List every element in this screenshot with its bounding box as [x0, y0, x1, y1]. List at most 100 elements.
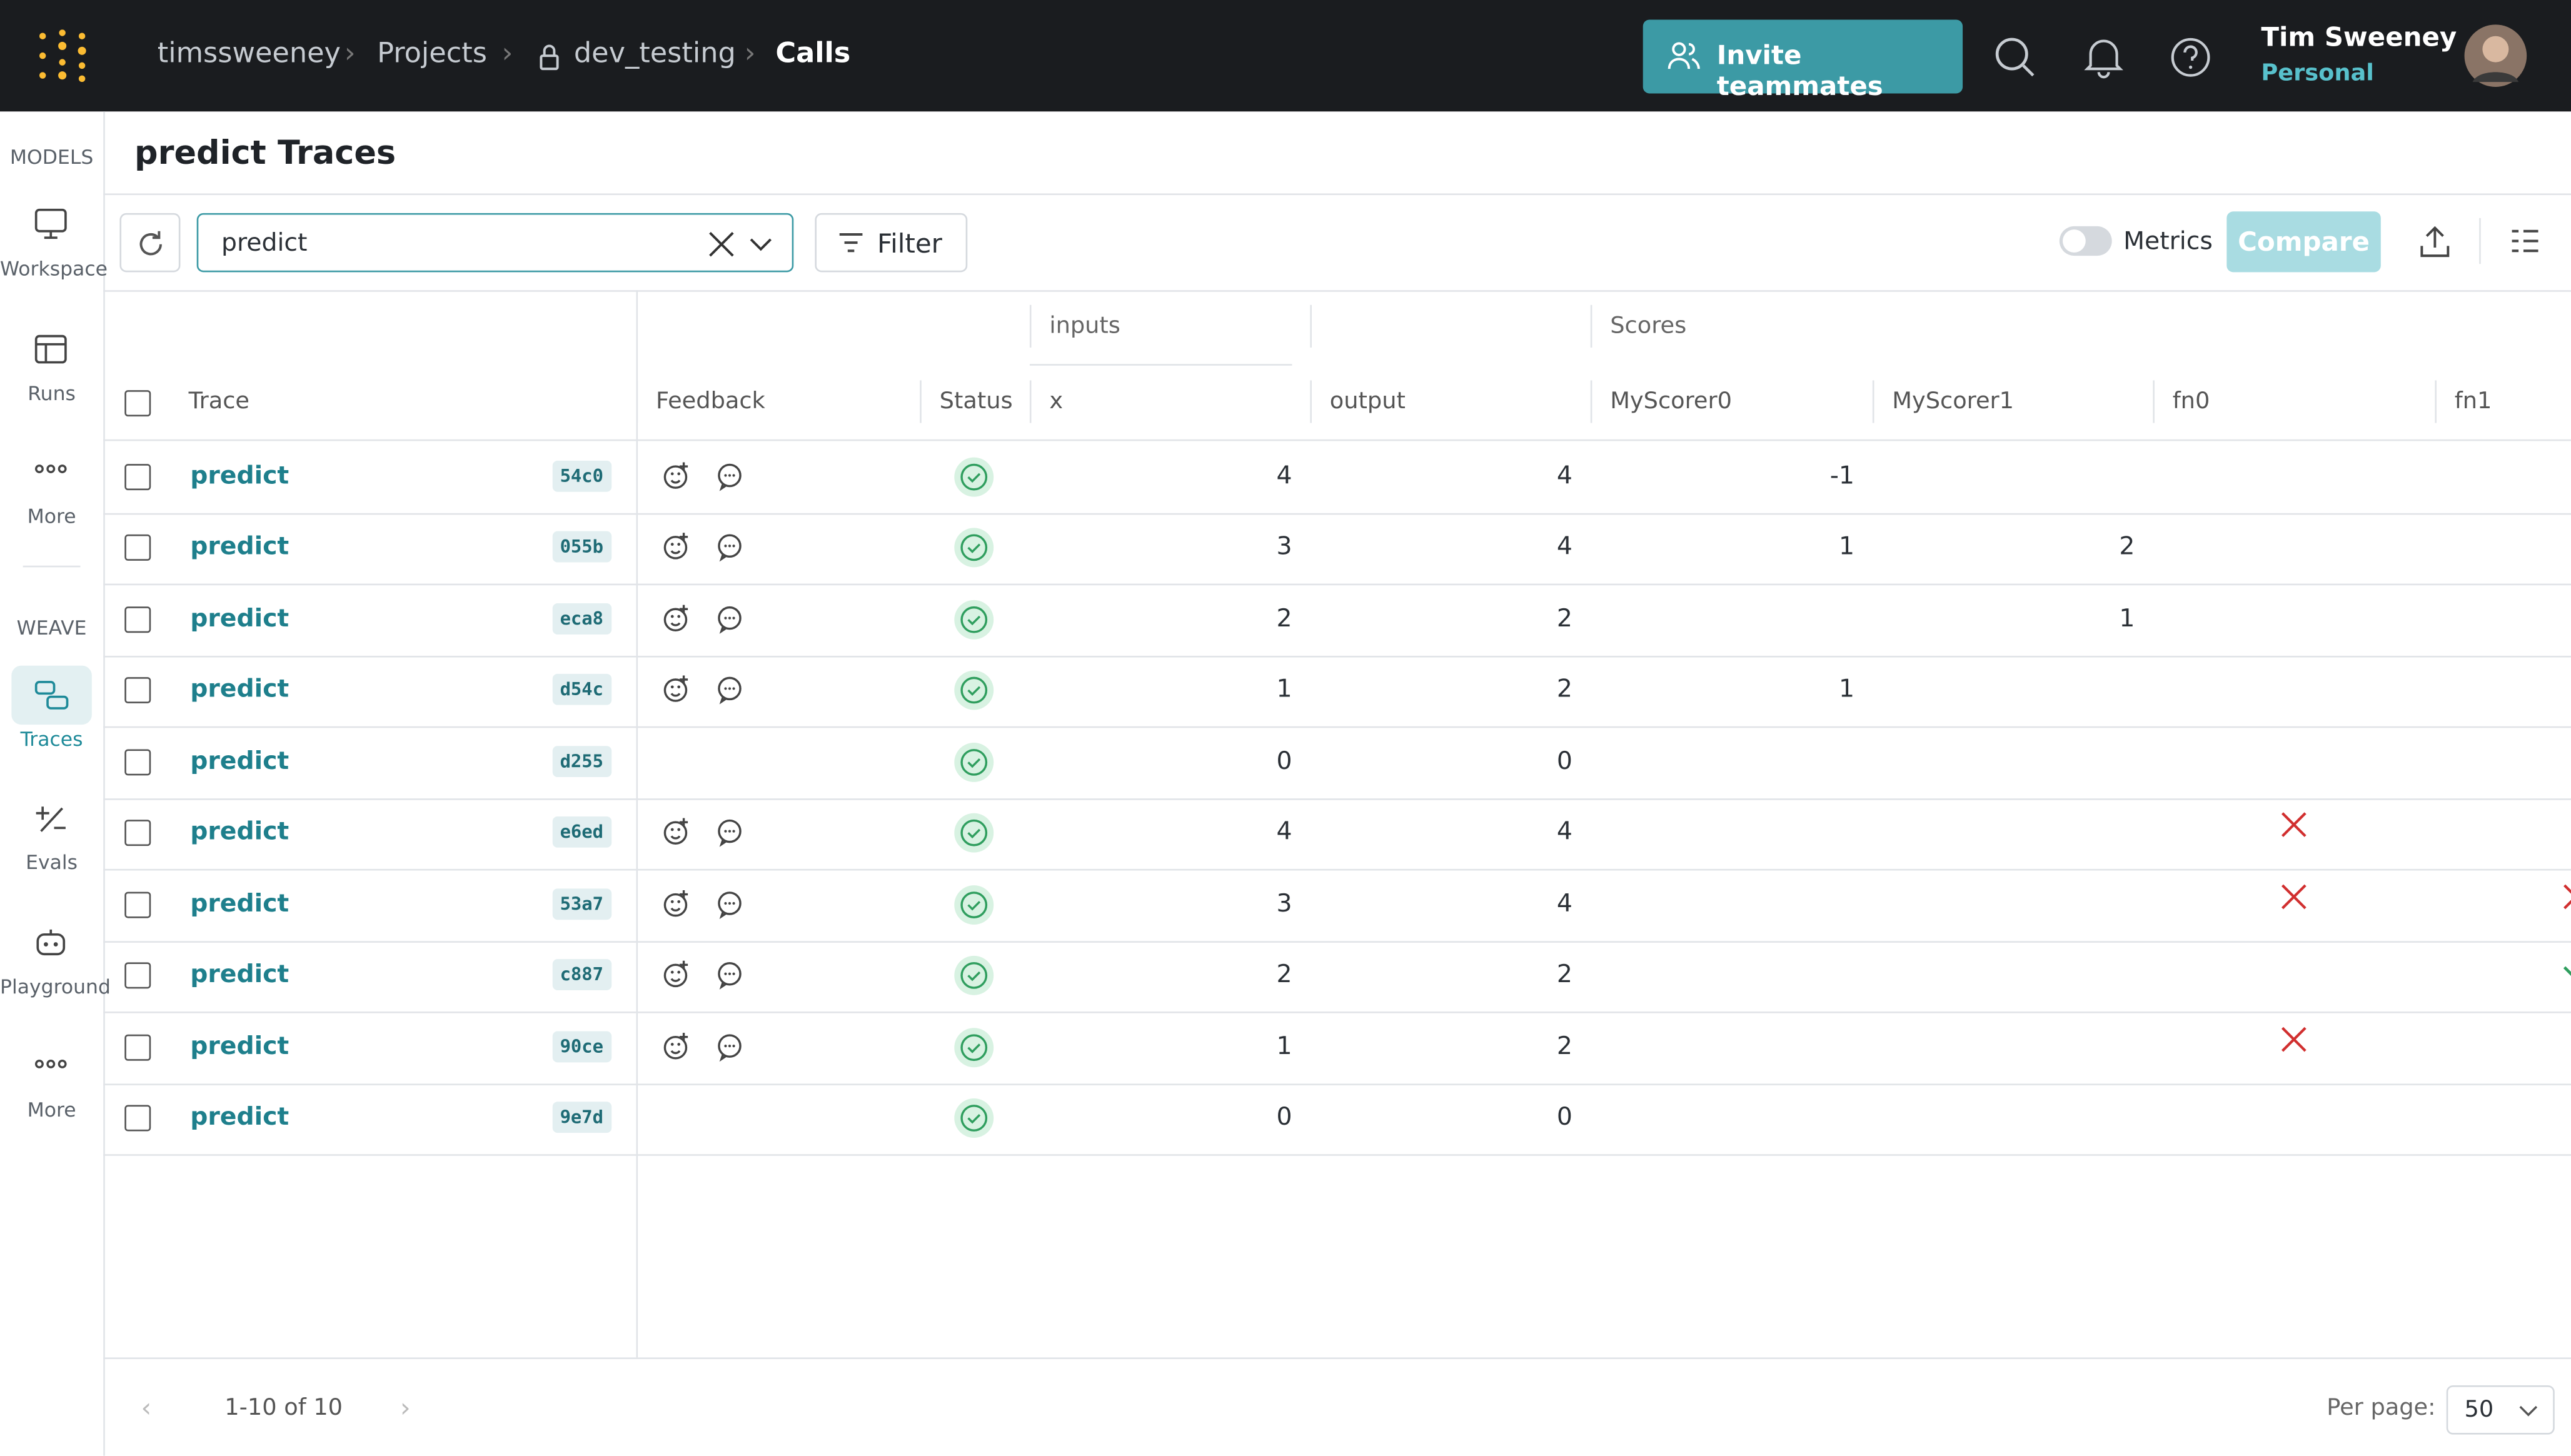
search-input[interactable]: predict: [196, 213, 794, 273]
per-page-label: Per page:: [2327, 1395, 2436, 1422]
cell-value: 0: [1276, 1102, 1292, 1132]
trace-name[interactable]: predict: [190, 1030, 289, 1060]
trace-name[interactable]: predict: [190, 816, 289, 846]
prev-page[interactable]: ‹: [141, 1392, 152, 1423]
invite-button[interactable]: Invite teammates: [1643, 19, 1963, 102]
bell-icon[interactable]: [2084, 36, 2123, 79]
nav-item[interactable]: Workspace: [0, 257, 108, 281]
people-icon: [1668, 42, 1700, 69]
metrics-toggle[interactable]: [2059, 226, 2112, 256]
checkbox[interactable]: [124, 1033, 151, 1060]
column-header[interactable]: Feedback: [655, 388, 765, 415]
trace-name[interactable]: predict: [190, 673, 289, 704]
export-icon[interactable]: [2418, 226, 2451, 259]
trace-name[interactable]: predict: [190, 1102, 289, 1132]
checkbox[interactable]: [124, 1105, 151, 1132]
feedback[interactable]: [662, 958, 760, 997]
trace-id: c887: [551, 959, 612, 990]
nav-item[interactable]: Playground: [0, 975, 111, 999]
pass-icon: [2563, 966, 2571, 977]
checkbox[interactable]: [124, 748, 151, 775]
checkbox[interactable]: [124, 962, 151, 989]
nav-item[interactable]: More: [27, 505, 76, 528]
top-bar: timssweeney › Projects › dev_testing › C…: [0, 0, 2571, 112]
group-header: Scores: [1610, 313, 1687, 339]
checkbox[interactable]: [124, 534, 151, 561]
nav-item[interactable]: More: [27, 1098, 76, 1122]
toggle-knob: [2063, 229, 2086, 253]
column-header[interactable]: MyScorer1: [1892, 388, 2015, 415]
per-page-select[interactable]: 50: [2446, 1385, 2555, 1435]
cell-value: 1: [1838, 673, 1854, 704]
column-separator: [1590, 380, 1592, 423]
feedback[interactable]: [662, 815, 760, 854]
divider: [103, 193, 2571, 196]
feedback[interactable]: [662, 1029, 760, 1068]
checkbox[interactable]: [124, 390, 151, 417]
trace-id: 54c0: [551, 459, 612, 491]
invite-label: Invite teammates: [1716, 39, 1883, 102]
feedback-icons: [663, 889, 742, 918]
trace-name[interactable]: predict: [190, 459, 289, 490]
group-separator: [1590, 304, 1592, 348]
column-header[interactable]: fn1: [2454, 388, 2492, 415]
breadcrumb[interactable]: dev_testing: [573, 38, 736, 71]
feedback[interactable]: [662, 601, 760, 640]
search-value: predict: [221, 228, 308, 258]
compare-button[interactable]: Compare: [2226, 211, 2381, 273]
next-page[interactable]: ›: [400, 1392, 411, 1423]
status-icon: [954, 1098, 994, 1138]
column-header[interactable]: Status: [939, 388, 1013, 415]
nav-item[interactable]: Evals: [26, 851, 78, 874]
row-border: [103, 1012, 2571, 1013]
status-icon: [954, 528, 994, 568]
checkbox[interactable]: [124, 820, 151, 846]
column-header[interactable]: x: [1049, 388, 1064, 415]
trace-name[interactable]: predict: [190, 959, 289, 989]
row-border: [103, 655, 2571, 657]
lock-icon: [540, 44, 559, 71]
separator: ›: [501, 38, 513, 71]
avatar[interactable]: [2463, 23, 2528, 89]
breadcrumb: Calls: [775, 38, 851, 71]
pinned-border: [636, 290, 638, 1358]
checkbox[interactable]: [124, 605, 151, 632]
cell-value: -1: [1829, 459, 1854, 490]
cell-value: 4: [1556, 531, 1572, 561]
status: [953, 1097, 995, 1146]
breadcrumb[interactable]: Projects: [377, 38, 487, 71]
column-header[interactable]: fn0: [2172, 388, 2210, 415]
search-icon[interactable]: [1994, 36, 2036, 79]
bool-cell: [2279, 1024, 2308, 1060]
checkbox[interactable]: [124, 677, 151, 704]
trace-id: 9e7d: [551, 1102, 612, 1133]
group-separator: [1029, 304, 1032, 348]
trace-name[interactable]: predict: [190, 745, 289, 775]
trace-name[interactable]: predict: [190, 602, 289, 632]
feedback[interactable]: [662, 672, 760, 711]
column-header[interactable]: Trace: [188, 388, 249, 415]
nav-item[interactable]: Traces: [20, 728, 83, 751]
trace-name[interactable]: predict: [190, 531, 289, 561]
nav-item[interactable]: Runs: [28, 382, 76, 405]
cell-value: 1: [1276, 1030, 1292, 1060]
breadcrumb[interactable]: timssweeney: [157, 38, 341, 71]
feedback[interactable]: [662, 530, 760, 569]
metrics-label: Metrics: [2123, 226, 2213, 256]
checkbox[interactable]: [124, 891, 151, 918]
column-header[interactable]: MyScorer0: [1610, 388, 1732, 415]
cell-value: 1: [1276, 673, 1292, 704]
column-header[interactable]: output: [1329, 388, 1406, 415]
checkbox[interactable]: [124, 463, 151, 490]
cell-value: 4: [1556, 816, 1572, 846]
filter-button[interactable]: Filter: [815, 213, 968, 273]
status: [953, 598, 995, 647]
trace-name[interactable]: predict: [190, 888, 289, 918]
feedback[interactable]: [662, 458, 760, 498]
refresh-button[interactable]: [119, 213, 181, 273]
status-icon: [954, 741, 994, 781]
columns-icon[interactable]: [2510, 229, 2540, 254]
separator: ›: [744, 38, 756, 71]
feedback[interactable]: [662, 886, 760, 925]
help-icon[interactable]: [2170, 36, 2212, 79]
